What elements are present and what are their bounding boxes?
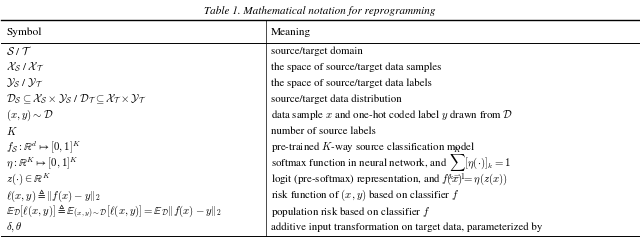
Text: $\delta, \theta$: $\delta, \theta$ bbox=[6, 221, 23, 234]
Text: the space of source/target data samples: the space of source/target data samples bbox=[271, 62, 441, 72]
Text: logit (pre-softmax) representation, and $f(x) = \eta(z(x))$: logit (pre-softmax) representation, and … bbox=[271, 172, 508, 187]
Text: $K$: $K$ bbox=[6, 126, 18, 138]
Text: Table 1. Mathematical notation for reprogramming: Table 1. Mathematical notation for repro… bbox=[204, 6, 436, 16]
Text: additive input transformation on target data, parameterized by: additive input transformation on target … bbox=[271, 223, 542, 233]
Text: $\mathcal{Y}_\mathcal{S}$ / $\mathcal{Y}_\mathcal{T}$: $\mathcal{Y}_\mathcal{S}$ / $\mathcal{Y}… bbox=[6, 77, 44, 90]
Text: source/target domain: source/target domain bbox=[271, 46, 363, 56]
Text: $(x,y) \sim \mathcal{D}$: $(x,y) \sim \mathcal{D}$ bbox=[6, 108, 54, 123]
Text: pre-trained $K$-way source classification model: pre-trained $K$-way source classificatio… bbox=[271, 140, 475, 155]
Text: Meaning: Meaning bbox=[271, 27, 311, 37]
Text: $f_\mathcal{S} : \mathbb{R}^d \mapsto [0,1]^K$: $f_\mathcal{S} : \mathbb{R}^d \mapsto [0… bbox=[6, 139, 82, 156]
Text: $\mathbb{E}_\mathcal{D}[\ell(x,y)] \triangleq \mathbb{E}_{(x,y)\sim\mathcal{D}}[: $\mathbb{E}_\mathcal{D}[\ell(x,y)] \tria… bbox=[6, 203, 222, 220]
Text: risk function of $(x,y)$ based on classifier $f$: risk function of $(x,y)$ based on classi… bbox=[271, 188, 459, 203]
Text: source/target data distribution: source/target data distribution bbox=[271, 95, 401, 104]
Text: $\mathcal{D}_\mathcal{S} \subseteq \mathcal{X}_\mathcal{S} \times \mathcal{Y}_\m: $\mathcal{D}_\mathcal{S} \subseteq \math… bbox=[6, 93, 147, 106]
Text: number of source labels: number of source labels bbox=[271, 127, 376, 136]
Text: data sample $x$ and one-hot coded label $y$ drawn from $\mathcal{D}$: data sample $x$ and one-hot coded label … bbox=[271, 108, 513, 122]
Text: softmax function in neural network, and $\sum_{k=1}^{K}[\eta(\cdot)]_k = 1$: softmax function in neural network, and … bbox=[271, 145, 511, 182]
Text: $\mathcal{S}$ / $\mathcal{T}$: $\mathcal{S}$ / $\mathcal{T}$ bbox=[6, 45, 33, 57]
Text: population risk based on classifier $f$: population risk based on classifier $f$ bbox=[271, 205, 430, 219]
Text: $\ell(x,y) \triangleq \|f(x) - y\|_2$: $\ell(x,y) \triangleq \|f(x) - y\|_2$ bbox=[6, 187, 101, 204]
Text: $z(\cdot) \in \mathbb{R}^K$: $z(\cdot) \in \mathbb{R}^K$ bbox=[6, 172, 51, 187]
Text: Symbol: Symbol bbox=[6, 27, 42, 37]
Text: the space of source/target data labels: the space of source/target data labels bbox=[271, 78, 431, 88]
Text: $\mathcal{X}_\mathcal{S}$ / $\mathcal{X}_\mathcal{T}$: $\mathcal{X}_\mathcal{S}$ / $\mathcal{X}… bbox=[6, 61, 45, 74]
Text: $\eta : \mathbb{R}^K \mapsto [0,1]^K$: $\eta : \mathbb{R}^K \mapsto [0,1]^K$ bbox=[6, 156, 79, 172]
